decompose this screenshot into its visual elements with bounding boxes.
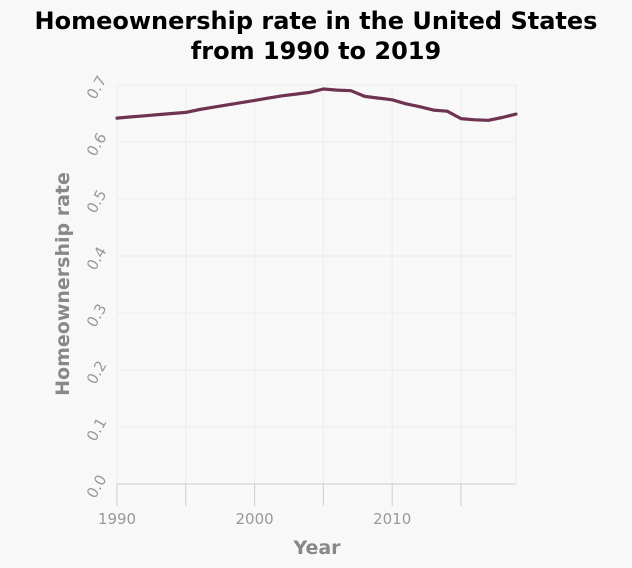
x-tick-label: 2010 — [373, 510, 411, 528]
x-axis-title: Year — [292, 537, 341, 559]
y-tick-label: 0.0 — [83, 472, 111, 502]
axes — [116, 483, 516, 506]
x-tick-label: 2000 — [235, 510, 273, 528]
y-tick-label: 0.6 — [83, 130, 111, 160]
y-tick-label: 0.5 — [83, 187, 111, 217]
y-tick-label: 0.7 — [83, 73, 111, 103]
series — [115, 87, 518, 122]
y-tick-label: 0.3 — [83, 301, 111, 331]
series-line — [115, 87, 518, 122]
y-axis-title: Homeownership rate — [52, 172, 74, 396]
y-tick-label: 0.1 — [83, 415, 111, 445]
y-tick-label: 0.4 — [83, 244, 111, 274]
plot-background — [116, 84, 517, 485]
grid — [116, 84, 517, 485]
x-tick-label: 1990 — [98, 510, 136, 528]
y-tick-label: 0.2 — [83, 358, 111, 388]
chart-title-line-1: Homeownership rate in the United States — [34, 7, 598, 35]
chart-title-line-2: from 1990 to 2019 — [190, 37, 442, 65]
